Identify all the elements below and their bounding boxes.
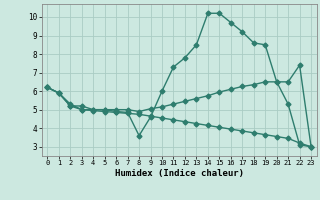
X-axis label: Humidex (Indice chaleur): Humidex (Indice chaleur) [115,169,244,178]
